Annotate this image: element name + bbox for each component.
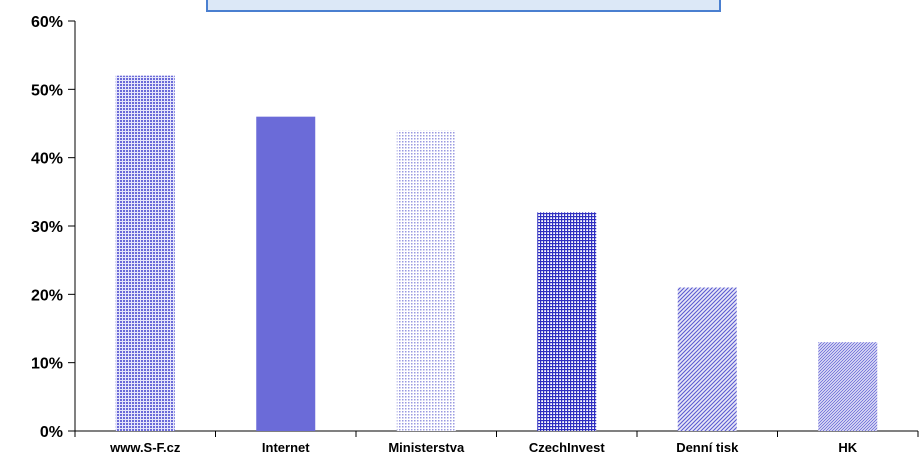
x-tick-label: Denní tisk bbox=[676, 440, 739, 455]
bars bbox=[115, 75, 878, 432]
y-tick-label: 30% bbox=[31, 219, 63, 236]
bar-czechinvest bbox=[537, 212, 597, 431]
y-tick-label: 40% bbox=[31, 151, 63, 168]
x-tick-label: HK bbox=[838, 440, 857, 455]
x-tick-label: Internet bbox=[262, 440, 310, 455]
y-tick-label: 0% bbox=[40, 424, 63, 441]
bar-denn-tisk bbox=[677, 287, 737, 431]
y-tick-label: 20% bbox=[31, 287, 63, 304]
y-axis: 0% 10% 20% 30% 40% 50% 60% bbox=[31, 14, 76, 441]
x-tick-label: CzechInvest bbox=[529, 440, 606, 455]
x-axis bbox=[74, 430, 919, 437]
bar-ministerstva bbox=[396, 130, 456, 432]
bar-hk bbox=[818, 342, 878, 431]
y-tick-label: 10% bbox=[31, 356, 63, 373]
x-tick-label: www.S-F.cz bbox=[109, 440, 181, 455]
category-labels: www.S-F.cz Internet Ministerstva CzechInves… bbox=[109, 440, 858, 455]
x-tick-label: Ministerstva bbox=[388, 440, 465, 455]
bar-www-s-f-cz bbox=[115, 75, 175, 432]
y-tick-label: 60% bbox=[31, 14, 63, 31]
y-tick-label: 50% bbox=[31, 82, 63, 99]
title-box bbox=[206, 0, 721, 12]
bar-internet bbox=[256, 116, 316, 432]
